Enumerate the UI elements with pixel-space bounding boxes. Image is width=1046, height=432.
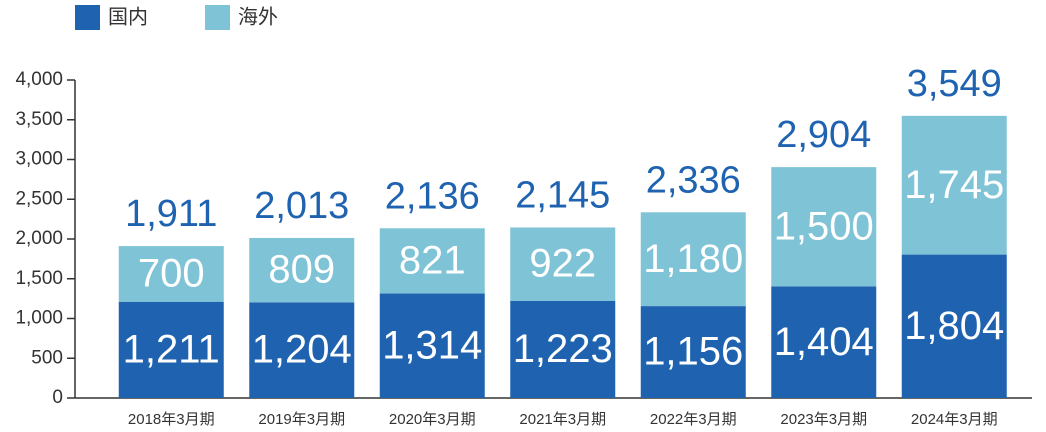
y-tick-label: 1,500 — [15, 268, 63, 289]
bar-segment — [510, 300, 616, 398]
value-label: 809 — [268, 248, 335, 292]
value-label: 1,223 — [513, 327, 613, 371]
total-label: 3,549 — [907, 63, 1002, 105]
total-label: 2,904 — [776, 114, 871, 156]
bar-segment — [379, 228, 485, 294]
bar-segment — [379, 293, 485, 398]
bar-segment — [901, 254, 1007, 398]
bar-segment — [771, 167, 877, 287]
total-label: 2,136 — [385, 175, 480, 217]
bar-segment — [249, 302, 355, 398]
total-label: 2,145 — [515, 175, 610, 217]
value-label: 1,204 — [252, 328, 352, 372]
value-label: 821 — [399, 238, 466, 282]
y-tick-label: 4,000 — [15, 69, 63, 90]
total-label: 1,911 — [125, 193, 217, 235]
legend-label: 国内 — [108, 5, 148, 28]
value-label: 1,156 — [643, 330, 743, 374]
y-tick-label: 500 — [31, 347, 63, 368]
total-label: 2,336 — [646, 159, 741, 201]
value-label: 922 — [529, 242, 596, 286]
value-label: 1,314 — [382, 323, 482, 367]
bar-segment — [771, 286, 877, 398]
value-label: 700 — [138, 251, 205, 295]
value-label: 1,500 — [774, 204, 874, 248]
y-tick-label: 3,000 — [15, 149, 63, 170]
y-tick-label: 2,000 — [15, 228, 63, 249]
bar-segment — [640, 212, 746, 307]
x-tick-label: 2024年3月期 — [911, 411, 998, 428]
y-tick-label: 2,500 — [15, 188, 63, 209]
y-tick-label: 3,500 — [15, 109, 63, 130]
x-tick-label: 2019年3月期 — [258, 411, 345, 428]
bar-segment — [118, 301, 224, 398]
bar-segment — [249, 237, 355, 303]
legend-swatch — [205, 5, 230, 30]
value-label: 1,180 — [643, 237, 743, 281]
value-label: 1,211 — [123, 327, 220, 371]
x-tick-label: 2022年3月期 — [650, 411, 737, 428]
x-tick-label: 2020年3月期 — [389, 411, 476, 428]
legend-swatch — [75, 5, 100, 30]
y-tick-label: 1,000 — [15, 308, 63, 329]
y-tick-label: 0 — [52, 387, 63, 408]
value-label: 1,804 — [904, 304, 1004, 348]
total-label: 2,013 — [254, 185, 349, 227]
value-label: 1,745 — [904, 163, 1004, 207]
bar-segment — [640, 306, 746, 398]
bar-segment — [118, 246, 224, 302]
bar-segment — [510, 227, 616, 301]
x-tick-label: 2018年3月期 — [128, 411, 215, 428]
legend-label: 海外 — [238, 5, 278, 28]
value-label: 1,404 — [774, 320, 874, 364]
x-tick-label: 2021年3月期 — [519, 411, 606, 428]
bar-segment — [901, 115, 1007, 255]
x-tick-label: 2023年3月期 — [780, 411, 867, 428]
